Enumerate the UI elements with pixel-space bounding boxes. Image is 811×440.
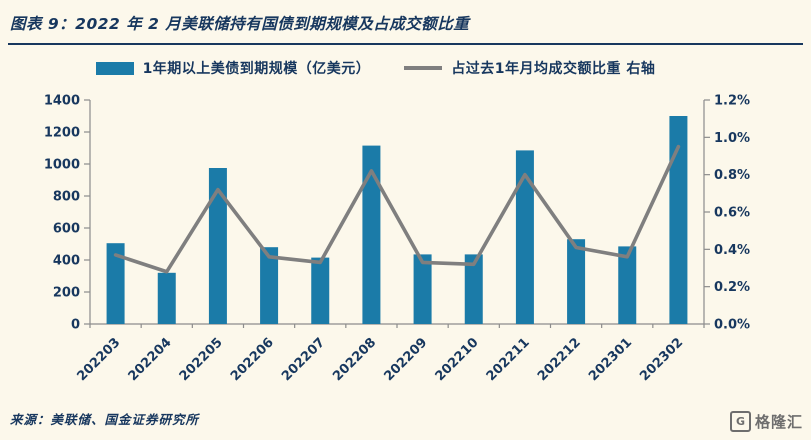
legend-label-line-series: 占过去1年月均成交额比重 右轴: [451, 61, 656, 77]
x-axis-category-label: 202205: [177, 335, 226, 384]
bar-202301: [618, 246, 637, 324]
right-axis-tick-label: 0.4%: [714, 243, 750, 258]
x-axis-category-label: 202301: [586, 335, 635, 384]
brand-logo: G 格隆汇: [729, 411, 803, 432]
combo-chart: 0 200 400 600 800 1000 1200 1400 0.0% 0.2% 0.4% 0.6…: [44, 94, 750, 385]
bar-202206: [260, 247, 279, 324]
bar-202203: [106, 243, 125, 324]
x-axis-category-label: 202208: [330, 335, 379, 384]
legend-item-line-series: 占过去1年月均成交额比重 右轴: [404, 58, 655, 78]
x-axis-category-label: 202209: [381, 335, 430, 384]
bar-202210: [464, 254, 483, 324]
legend-label-bar-series: 1年期以上美债到期规模（亿美元）: [142, 61, 371, 77]
right-axis-tick-label: 0.0%: [714, 318, 750, 333]
right-axis-tick-label: 0.2%: [714, 280, 750, 295]
bar-202212: [567, 239, 586, 324]
brand-logo-icon: G: [729, 411, 751, 432]
left-axis-tick-label: 0: [71, 318, 80, 333]
bar-202204: [157, 272, 176, 324]
right-axis-tick-label: 0.6%: [714, 206, 750, 221]
bar-202211: [515, 150, 534, 324]
left-axis-tick-label: 600: [53, 222, 80, 237]
x-axis-category-label: 202204: [126, 335, 175, 384]
right-axis-tick-label: 0.8%: [714, 168, 750, 183]
x-axis-category-label: 202206: [228, 335, 277, 384]
left-axis-tick-label: 1200: [44, 126, 80, 141]
ratio-line: [113, 144, 681, 274]
brand-logo-text: 格隆汇: [754, 413, 803, 431]
bar-202302: [669, 116, 688, 324]
left-axis-tick-label: 400: [53, 254, 80, 269]
left-axis-tick-label: 200: [53, 286, 80, 301]
x-axis-category-label: 202212: [535, 335, 584, 384]
x-axis-category-label: 202203: [74, 335, 123, 384]
bar-202208: [362, 145, 381, 324]
right-axis-tick-label: 1.0%: [714, 131, 750, 146]
left-axis-tick-label: 1400: [44, 94, 80, 109]
bar-series-swatch-icon: [95, 61, 134, 75]
x-axis-category-label: 202302: [637, 335, 686, 384]
x-axis-category-label: 202211: [484, 335, 533, 384]
bar-202207: [311, 257, 330, 324]
bar-202205: [208, 168, 227, 324]
figure-title: 图表 9：2022 年 2 月美联储持有国债到期规模及占成交额比重: [8, 8, 803, 45]
x-axis-category-label: 202210: [433, 335, 482, 384]
x-axis-category-label: 202207: [279, 335, 328, 384]
legend-item-bar-series: 1年期以上美债到期规模（亿美元）: [95, 58, 371, 78]
right-axis-tick-label: 1.2%: [714, 94, 750, 109]
bar-202209: [413, 254, 432, 324]
source-note: 来源：美联储、国金证券研究所: [10, 412, 200, 427]
line-series-swatch-icon: [404, 65, 443, 71]
left-axis-tick-label: 800: [53, 190, 80, 205]
left-axis-tick-label: 1000: [44, 158, 80, 173]
chart-legend: 1年期以上美债到期规模（亿美元） 占过去1年月均成交额比重 右轴: [0, 58, 751, 78]
